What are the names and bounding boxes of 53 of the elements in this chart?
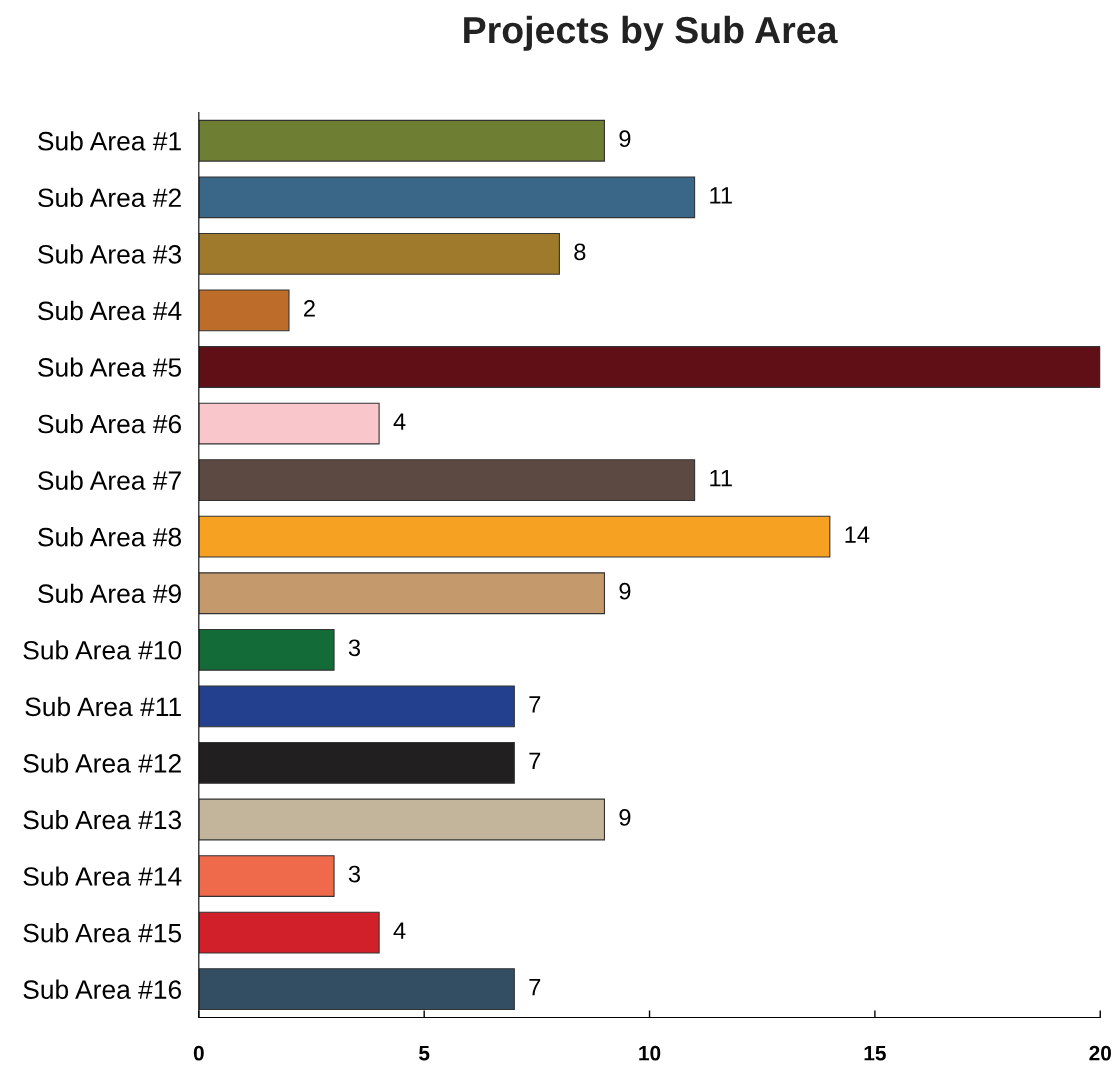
bar [198, 968, 515, 1011]
data-label: 9 [619, 582, 631, 600]
bar [198, 402, 380, 445]
bar [198, 176, 696, 219]
bar [198, 685, 515, 728]
data-label: 2 [304, 300, 315, 317]
data-label: 9 [619, 809, 631, 826]
bar [198, 119, 606, 162]
x-tick-label: 0 [193, 1045, 204, 1061]
bar [198, 346, 1101, 388]
data-label: 4 [393, 413, 406, 430]
x-tick-label: 15 [864, 1045, 886, 1061]
bar [198, 742, 515, 784]
y-tick-label: Sub Area #3 [38, 244, 182, 264]
x-tick-label: 5 [419, 1045, 430, 1061]
bar [198, 289, 290, 332]
y-tick-label: Sub Area #10 [23, 640, 182, 660]
data-label: 7 [529, 696, 541, 713]
y-tick-label: Sub Area #4 [38, 300, 182, 321]
x-tick-label: 10 [639, 1045, 661, 1061]
bar [198, 911, 380, 954]
y-tick-label: Sub Area #8 [38, 527, 182, 547]
data-label: 11 [710, 469, 732, 487]
y-tick-label: Sub Area #16 [23, 979, 182, 999]
data-label: 14 [845, 526, 870, 543]
data-label: 3 [348, 639, 361, 657]
y-tick-label: Sub Area #14 [23, 866, 182, 886]
data-label: 9 [619, 130, 631, 148]
y-tick-label: Sub Area #5 [38, 357, 182, 377]
chart-title: Projects by Sub Area [464, 15, 838, 51]
data-label: 7 [529, 979, 541, 996]
y-tick-label: Sub Area #11 [25, 696, 181, 717]
x-tick-label: 20 [1089, 1045, 1111, 1061]
bar [198, 798, 606, 841]
y-tick-label: Sub Area #7 [38, 470, 181, 490]
bar [198, 232, 560, 275]
bar [198, 572, 606, 615]
y-tick-label: Sub Area #1 [38, 131, 181, 151]
y-tick-label: Sub Area #13 [23, 809, 182, 830]
data-label: 7 [529, 752, 541, 770]
y-tick-label: Sub Area #12 [23, 753, 181, 773]
bar [198, 855, 335, 897]
y-tick-label: Sub Area #15 [23, 923, 182, 943]
data-label: 8 [574, 243, 586, 261]
y-tick-label: Sub Area #6 [38, 413, 182, 434]
data-label: 11 [710, 187, 732, 204]
y-tick-label: Sub Area #2 [38, 187, 181, 208]
bar [198, 515, 831, 558]
data-label: 3 [348, 865, 361, 883]
bar [198, 628, 335, 671]
y-tick-label: Sub Area #9 [38, 583, 181, 604]
bar [198, 459, 696, 502]
data-label: 4 [393, 922, 406, 939]
